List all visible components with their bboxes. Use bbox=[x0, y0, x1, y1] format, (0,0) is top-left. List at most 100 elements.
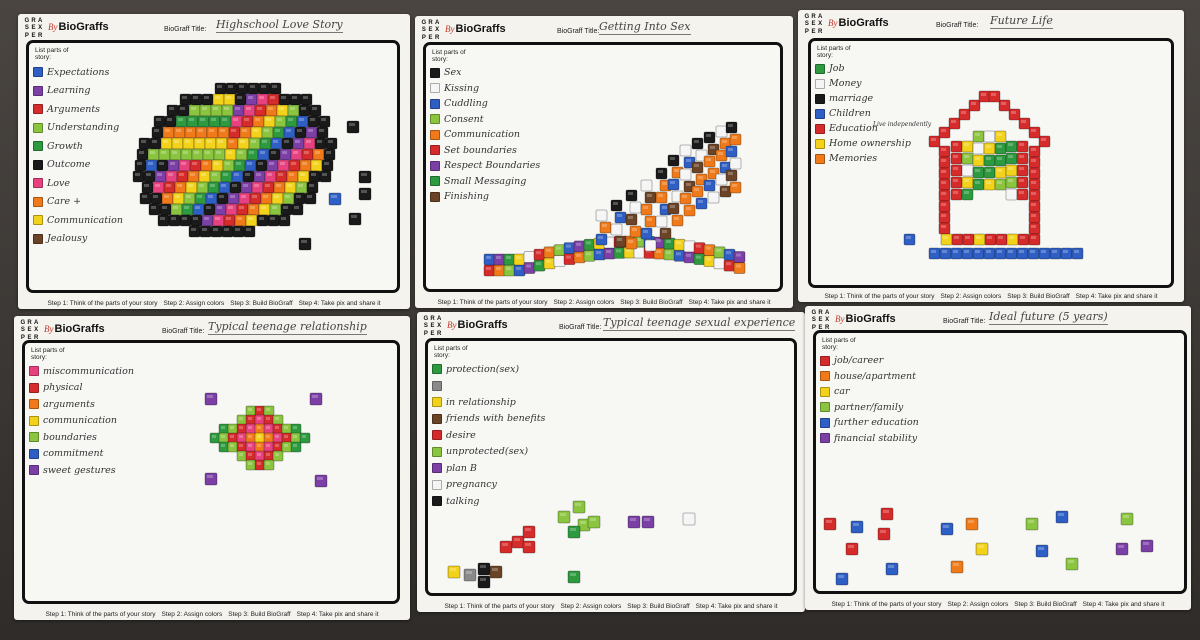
logo-letter: E bbox=[818, 317, 823, 324]
logo-letter: P bbox=[811, 324, 816, 331]
cube-highlight bbox=[883, 510, 889, 513]
cube bbox=[533, 248, 546, 261]
cube bbox=[725, 145, 738, 158]
cube-highlight bbox=[953, 191, 958, 194]
step-text: Step 2: Assign colors bbox=[163, 300, 225, 307]
cube bbox=[1055, 510, 1069, 524]
cube-highlight bbox=[239, 426, 243, 429]
cube bbox=[167, 159, 180, 172]
cube-highlight bbox=[210, 184, 215, 187]
cube bbox=[305, 126, 318, 139]
cube-highlight bbox=[274, 195, 279, 198]
cube-highlight bbox=[248, 426, 252, 429]
logo-letter: X bbox=[34, 327, 39, 334]
step-text: Step 4: Take pix and share it bbox=[1082, 601, 1165, 608]
cube bbox=[1065, 557, 1079, 571]
list-item-label: miscommunication bbox=[43, 365, 134, 377]
cube-highlight bbox=[257, 426, 261, 429]
cube bbox=[151, 126, 164, 139]
cube-highlight bbox=[222, 118, 227, 121]
cube-highlight bbox=[285, 195, 290, 198]
cube-highlight bbox=[181, 162, 186, 165]
logo-letter: R bbox=[811, 14, 816, 20]
cube-highlight bbox=[736, 264, 741, 268]
cube-highlight bbox=[227, 151, 232, 154]
cube bbox=[197, 115, 210, 128]
cube-highlight bbox=[486, 267, 491, 270]
cube-highlight bbox=[617, 214, 622, 217]
cube-highlight bbox=[309, 184, 314, 187]
cube-highlight bbox=[287, 184, 292, 187]
cube bbox=[223, 214, 236, 227]
cube bbox=[346, 120, 360, 134]
cube-highlight bbox=[953, 167, 958, 170]
cube-highlight bbox=[230, 195, 235, 198]
cube-highlight bbox=[1019, 143, 1024, 146]
cube-highlight bbox=[997, 181, 1002, 184]
title-label: BioGraff Title: bbox=[943, 318, 986, 325]
list-item: Cuddling bbox=[430, 96, 540, 112]
list-item: communication bbox=[29, 413, 134, 430]
cube-highlight bbox=[694, 164, 699, 167]
cube bbox=[593, 248, 606, 261]
cube-highlight bbox=[302, 435, 306, 438]
cube-highlight bbox=[698, 176, 703, 179]
cube-highlight bbox=[292, 96, 297, 99]
cube-highlight bbox=[526, 253, 531, 257]
cube-highlight bbox=[298, 184, 303, 187]
cube-highlight bbox=[1019, 250, 1024, 253]
story-parts-list: Expectations Learning Arguments Understandi… bbox=[33, 63, 123, 248]
cube-highlight bbox=[716, 259, 721, 263]
cube bbox=[1025, 517, 1039, 531]
cube bbox=[145, 159, 158, 172]
cube bbox=[214, 203, 227, 216]
cube bbox=[522, 540, 536, 554]
cube-highlight bbox=[160, 217, 165, 220]
cube bbox=[288, 159, 301, 172]
cube-highlight bbox=[662, 206, 667, 209]
list-item-label: Expectations bbox=[47, 66, 110, 78]
logo-letter: R bbox=[37, 32, 43, 39]
list-item: Jealousy bbox=[33, 230, 123, 249]
brand-label: BioGraffs bbox=[457, 319, 508, 331]
cube bbox=[282, 192, 295, 205]
cube bbox=[163, 181, 176, 194]
cube-highlight bbox=[1031, 170, 1036, 173]
cube-highlight bbox=[171, 217, 176, 220]
cube bbox=[295, 181, 308, 194]
cube bbox=[307, 115, 320, 128]
step-text: Step 3: Build BioGraff bbox=[230, 300, 293, 307]
cube-highlight bbox=[976, 236, 981, 239]
cube-highlight bbox=[736, 253, 741, 257]
cube bbox=[695, 197, 708, 210]
cube-highlight bbox=[180, 107, 185, 110]
cube-highlight bbox=[153, 195, 158, 198]
cube bbox=[938, 178, 951, 191]
cube bbox=[988, 90, 1001, 103]
cube-highlight bbox=[975, 169, 980, 172]
cube bbox=[972, 142, 985, 155]
cube bbox=[199, 225, 212, 238]
cube bbox=[273, 181, 286, 194]
cube bbox=[719, 185, 732, 198]
list-item: Set boundaries bbox=[430, 143, 540, 159]
cube-highlight bbox=[953, 143, 958, 146]
cube bbox=[493, 253, 506, 266]
cube-highlight bbox=[167, 118, 172, 121]
cube-highlight bbox=[224, 107, 229, 110]
cube bbox=[299, 159, 312, 172]
cube-highlight bbox=[228, 206, 233, 209]
cube-highlight bbox=[248, 453, 252, 456]
cube bbox=[595, 233, 608, 246]
list-item-label: protection(sex) bbox=[446, 363, 520, 375]
cube bbox=[511, 535, 525, 549]
color-cube-swatch bbox=[29, 432, 39, 443]
logo-letter: E bbox=[430, 323, 435, 330]
cube-highlight bbox=[997, 133, 1002, 136]
cube-highlight bbox=[480, 565, 486, 568]
cube bbox=[165, 170, 178, 183]
cube-highlight bbox=[228, 85, 233, 88]
cube bbox=[950, 140, 963, 153]
cube bbox=[258, 203, 271, 216]
cube bbox=[303, 137, 316, 150]
